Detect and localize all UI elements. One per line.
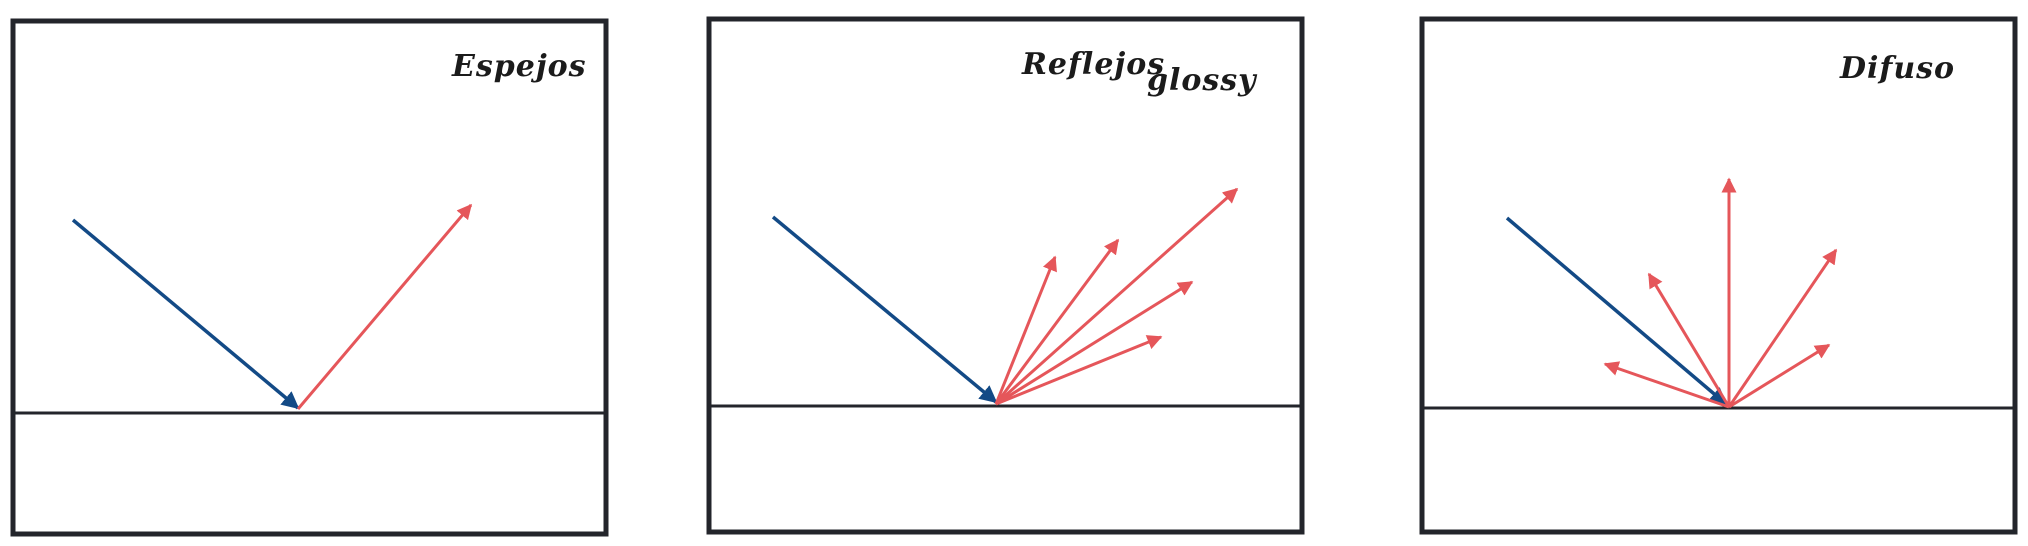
panel-mirror-title: Espejos [451,49,587,84]
panel-glossy-frame [706,16,1305,535]
panel-diffuse-title: Difuso [1839,51,1955,86]
panel-glossy-reflected-ray-4 [995,280,1194,406]
panel-mirror: Espejos [10,18,609,537]
panel-glossy: Reflejos glossy [706,16,1305,535]
panel-glossy-reflected-ray-1 [994,255,1057,405]
panel-diffuse-reflected-ray-1 [1603,361,1730,409]
panel-diffuse-reflected-ray-5 [1728,343,1831,409]
panel-mirror-reflected-ray [296,203,473,410]
panel-diffuse-reflected-ray-2 [1647,272,1731,408]
panel-diffuse-incident-ray [1505,216,1728,406]
panel-diffuse-reflected-ray-4 [1727,248,1838,408]
panel-glossy-reflected-ray-5 [995,335,1163,406]
panel-mirror-incident-ray [71,218,300,410]
panel-diffuse-frame [1419,16,2018,535]
panel-glossy-reflected-ray-3 [995,187,1239,406]
panel-diffuse: Difuso [1419,16,2018,535]
panel-glossy-title-word-1: Reflejos [1021,47,1165,82]
panel-glossy-incident-ray [771,215,998,404]
panel-glossy-title-word-2: glossy [1147,63,1258,98]
panel-glossy-reflected-ray-2 [994,238,1120,405]
panel-mirror-frame [10,18,609,537]
